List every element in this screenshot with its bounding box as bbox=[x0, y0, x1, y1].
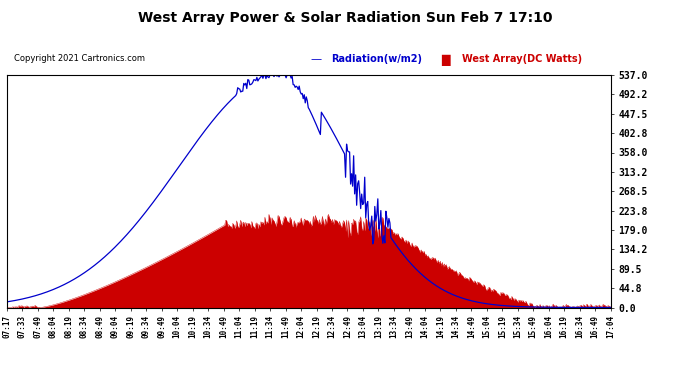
Text: Copyright 2021 Cartronics.com: Copyright 2021 Cartronics.com bbox=[14, 54, 145, 63]
Text: —: — bbox=[310, 54, 322, 64]
Text: █: █ bbox=[442, 54, 450, 66]
Text: Radiation(w/m2): Radiation(w/m2) bbox=[331, 54, 422, 64]
Text: West Array Power & Solar Radiation Sun Feb 7 17:10: West Array Power & Solar Radiation Sun F… bbox=[138, 11, 552, 25]
Text: West Array(DC Watts): West Array(DC Watts) bbox=[462, 54, 582, 64]
